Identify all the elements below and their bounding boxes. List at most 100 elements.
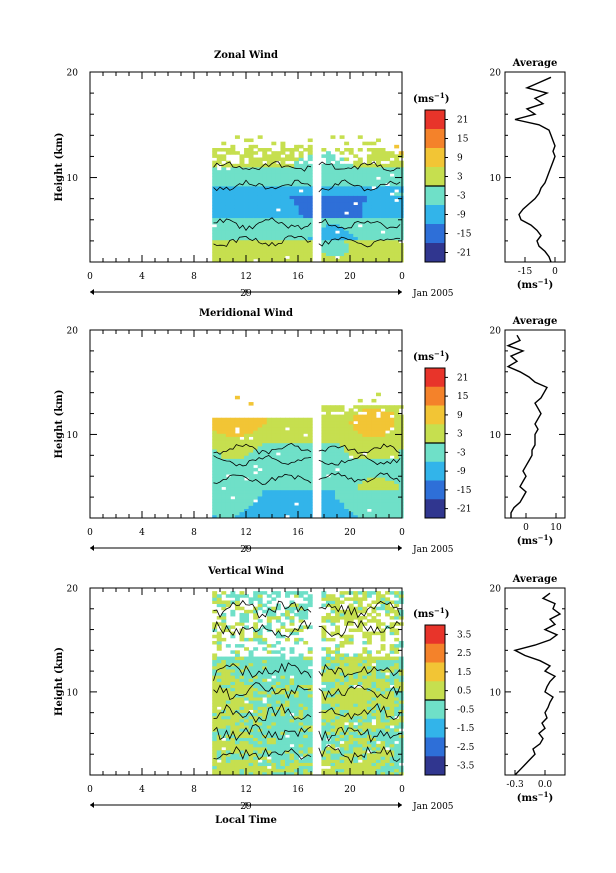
heatmap-cell	[221, 246, 227, 250]
heatmap-cell	[330, 480, 336, 484]
heatmap-cell	[335, 249, 340, 253]
heatmap-cell	[280, 246, 286, 250]
heatmap-cell	[253, 227, 259, 231]
heatmap-cell	[335, 477, 340, 481]
heatmap-cell	[262, 236, 268, 241]
heatmap-cell	[239, 205, 245, 209]
heatmap-cell	[216, 690, 222, 695]
heatmap-cell	[234, 594, 240, 598]
heatmap-cell	[257, 672, 263, 676]
heatmap-cell	[289, 424, 295, 428]
heatmap-cell	[216, 703, 222, 707]
heatmap-cell	[307, 718, 313, 723]
heatmap-cell	[262, 662, 268, 667]
heatmap-cell	[257, 750, 263, 754]
heatmap-cell	[357, 467, 363, 472]
heatmap-cell	[362, 192, 368, 196]
heatmap-cell	[285, 474, 290, 478]
heatmap-cell	[248, 211, 254, 215]
heatmap-cell	[216, 737, 222, 742]
heatmap-cell	[366, 634, 372, 639]
heatmap-cell	[339, 678, 345, 682]
heatmap-cell	[234, 480, 240, 484]
x-tick-label: 0	[87, 785, 93, 795]
heatmap-cell	[366, 762, 372, 767]
heatmap-cell	[253, 678, 259, 682]
heatmap-cell	[303, 208, 309, 212]
heatmap-cell	[357, 179, 363, 184]
heatmap-cell	[280, 771, 286, 776]
heatmap-cell	[325, 600, 331, 604]
heatmap-cell	[357, 211, 363, 215]
heatmap-cell	[275, 718, 281, 723]
heatmap-cell	[303, 612, 309, 617]
heatmap-cell	[380, 189, 386, 193]
heatmap-cell	[221, 703, 227, 707]
heatmap-cell	[344, 182, 350, 187]
heatmap-cell	[330, 656, 336, 661]
heatmap-cell	[257, 706, 263, 710]
heatmap-cell	[362, 205, 368, 209]
heatmap-cell	[380, 672, 386, 676]
heatmap-cell	[353, 252, 359, 257]
heatmap-cell	[285, 439, 290, 444]
heatmap-cell	[357, 715, 363, 720]
heatmap-cell	[289, 492, 295, 497]
heatmap-cell	[266, 609, 272, 614]
heatmap-cell	[234, 436, 240, 441]
heatmap-cell	[398, 208, 404, 212]
heatmap-cell	[394, 480, 400, 484]
heatmap-cell	[298, 609, 304, 614]
heatmap-cell	[394, 243, 400, 247]
heatmap-cell	[357, 619, 363, 623]
heatmap-cell	[275, 765, 281, 770]
heatmap-cell	[239, 700, 245, 704]
heatmap-cell	[257, 201, 263, 206]
heatmap-cell	[285, 189, 290, 193]
heatmap-cell	[234, 722, 240, 726]
heatmap-cell	[389, 693, 395, 698]
heatmap-cell	[221, 591, 227, 595]
heatmap-cell	[234, 452, 240, 456]
heatmap-cell	[389, 408, 395, 412]
heatmap-cell	[389, 609, 395, 614]
heatmap-cell	[339, 157, 345, 162]
heatmap-cell	[239, 424, 245, 428]
heatmap-cell	[230, 420, 236, 425]
heatmap-cell	[212, 471, 218, 475]
heatmap-cell	[344, 246, 350, 250]
heatmap-cell	[216, 514, 222, 519]
heatmap-cell	[362, 201, 368, 206]
heatmap-cell	[357, 591, 363, 595]
heatmap-cell	[376, 606, 381, 611]
heatmap-cell	[348, 616, 354, 620]
heatmap-cell	[303, 659, 309, 664]
heatmap-cell	[385, 449, 391, 453]
heatmap-cell	[339, 224, 345, 228]
heatmap-cell	[248, 492, 254, 497]
heatmap-cell	[321, 182, 327, 187]
heatmap-cell	[376, 436, 381, 441]
heatmap-cell	[230, 230, 236, 234]
heatmap-cell	[321, 430, 327, 434]
heatmap-cell	[285, 687, 290, 692]
heatmap-cell	[339, 746, 345, 751]
heatmap-cell	[348, 508, 354, 513]
heatmap-cell	[253, 647, 259, 651]
heatmap-cell	[221, 606, 227, 611]
heatmap-cell	[321, 442, 327, 447]
heatmap-cell	[248, 731, 254, 735]
heatmap-cell	[325, 762, 331, 767]
heatmap-cell	[353, 725, 359, 729]
heatmap-cell	[398, 489, 404, 494]
heatmap-cell	[262, 715, 268, 720]
heatmap-cell	[216, 205, 222, 209]
heatmap-cell	[330, 471, 336, 475]
heatmap-cell	[225, 427, 231, 431]
heatmap-cell	[298, 455, 304, 459]
heatmap-cell	[348, 255, 354, 260]
heatmap-cell	[357, 499, 363, 503]
heatmap-cell	[257, 461, 263, 466]
heatmap-cell	[307, 217, 313, 222]
contour-line	[318, 619, 401, 638]
